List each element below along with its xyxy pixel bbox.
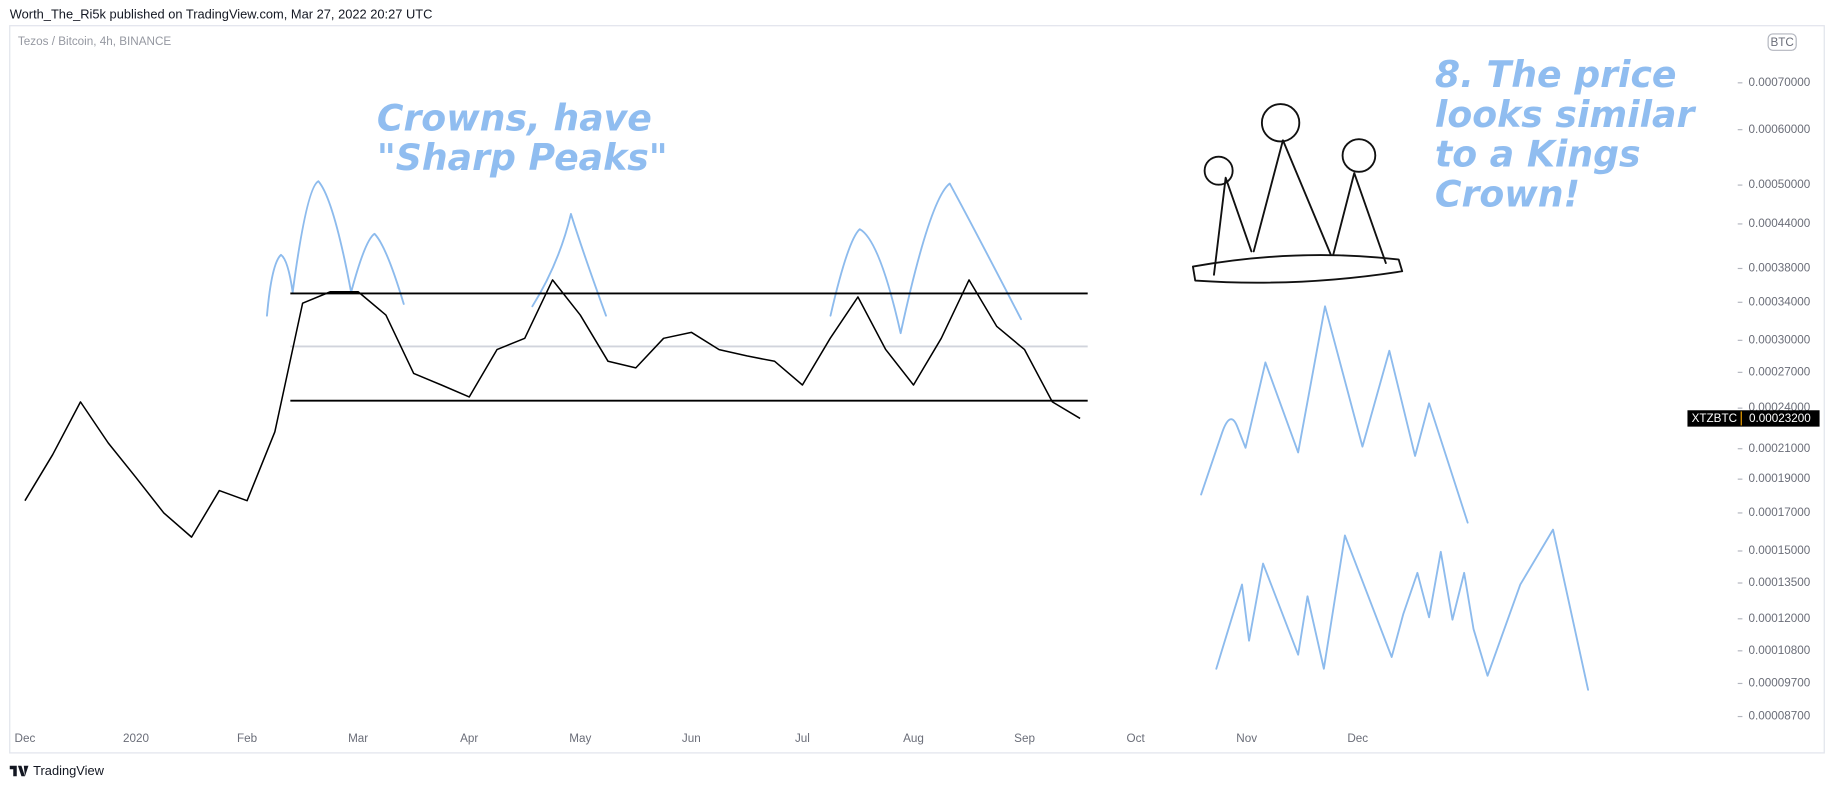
footer: TradingView — [33, 763, 104, 778]
y-tick-label: 0.00021000 — [1748, 442, 1810, 455]
price-line — [24, 279, 1081, 538]
y-tick-label: 0.00010800 — [1748, 644, 1810, 657]
x-tick-label: Sep — [1014, 732, 1035, 745]
annotation: to a Kings — [1435, 133, 1641, 176]
x-tick-label: Dec — [1347, 732, 1368, 745]
last-price-marker — [1687, 410, 1820, 427]
y-tick-label: 0.00060000 — [1748, 123, 1810, 136]
unit-label: BTC — [1770, 36, 1793, 49]
y-tick-label: 0.00050000 — [1748, 178, 1810, 191]
y-tick-label: 0.00015000 — [1748, 544, 1810, 557]
y-tick-label: 0.00008700 — [1748, 710, 1810, 723]
x-tick-label: May — [569, 732, 591, 745]
y-tick-label: 0.00027000 — [1748, 365, 1810, 378]
annotation: 8. The price — [1435, 53, 1677, 96]
y-tick-label: 0.00009700 — [1748, 677, 1810, 690]
x-tick-label: Apr — [460, 732, 478, 745]
last-price-label: 0.00023200 — [1749, 412, 1811, 425]
x-tick-label: Feb — [237, 732, 258, 745]
symbol-label: XTZBTC — [1692, 412, 1737, 425]
y-tick-label: 0.00030000 — [1748, 333, 1810, 346]
annotation: "Sharp Peaks" — [377, 136, 668, 179]
y-tick-label: 0.00019000 — [1748, 472, 1810, 485]
doodles — [266, 103, 1590, 691]
y-tick-label: 0.00034000 — [1748, 295, 1810, 308]
y-tick-label: 0.00012000 — [1748, 612, 1810, 625]
y-tick-label: 0.00044000 — [1748, 217, 1810, 230]
y-tick-label: 0.00017000 — [1748, 506, 1810, 519]
annotation: Crown! — [1435, 172, 1580, 215]
x-tick-label: Oct — [1127, 732, 1146, 745]
chart-frame — [9, 25, 1825, 754]
unit-badge — [1767, 33, 1797, 51]
annotation: looks similar — [1435, 93, 1697, 136]
x-tick-label: Jul — [795, 732, 810, 745]
x-tick-label: Mar — [348, 732, 368, 745]
x-tick-label: Jun — [682, 732, 701, 745]
annotation: Crowns, have — [377, 96, 652, 139]
y-tick-label: 0.00013500 — [1748, 576, 1810, 589]
y-tick-label: 0.00070000 — [1748, 76, 1810, 89]
x-tick-label: Dec — [15, 732, 36, 745]
x-tick-label: Nov — [1236, 732, 1257, 745]
chart-title: Tezos / Bitcoin, 4h, BINANCE — [18, 35, 171, 48]
x-tick-label: Aug — [903, 732, 924, 745]
y-tick-label: 0.00038000 — [1748, 262, 1810, 275]
x-tick-label: 2020 — [123, 732, 150, 745]
footer-logo — [9, 765, 29, 777]
header: Worth_The_Ri5k published on TradingView.… — [10, 7, 433, 22]
